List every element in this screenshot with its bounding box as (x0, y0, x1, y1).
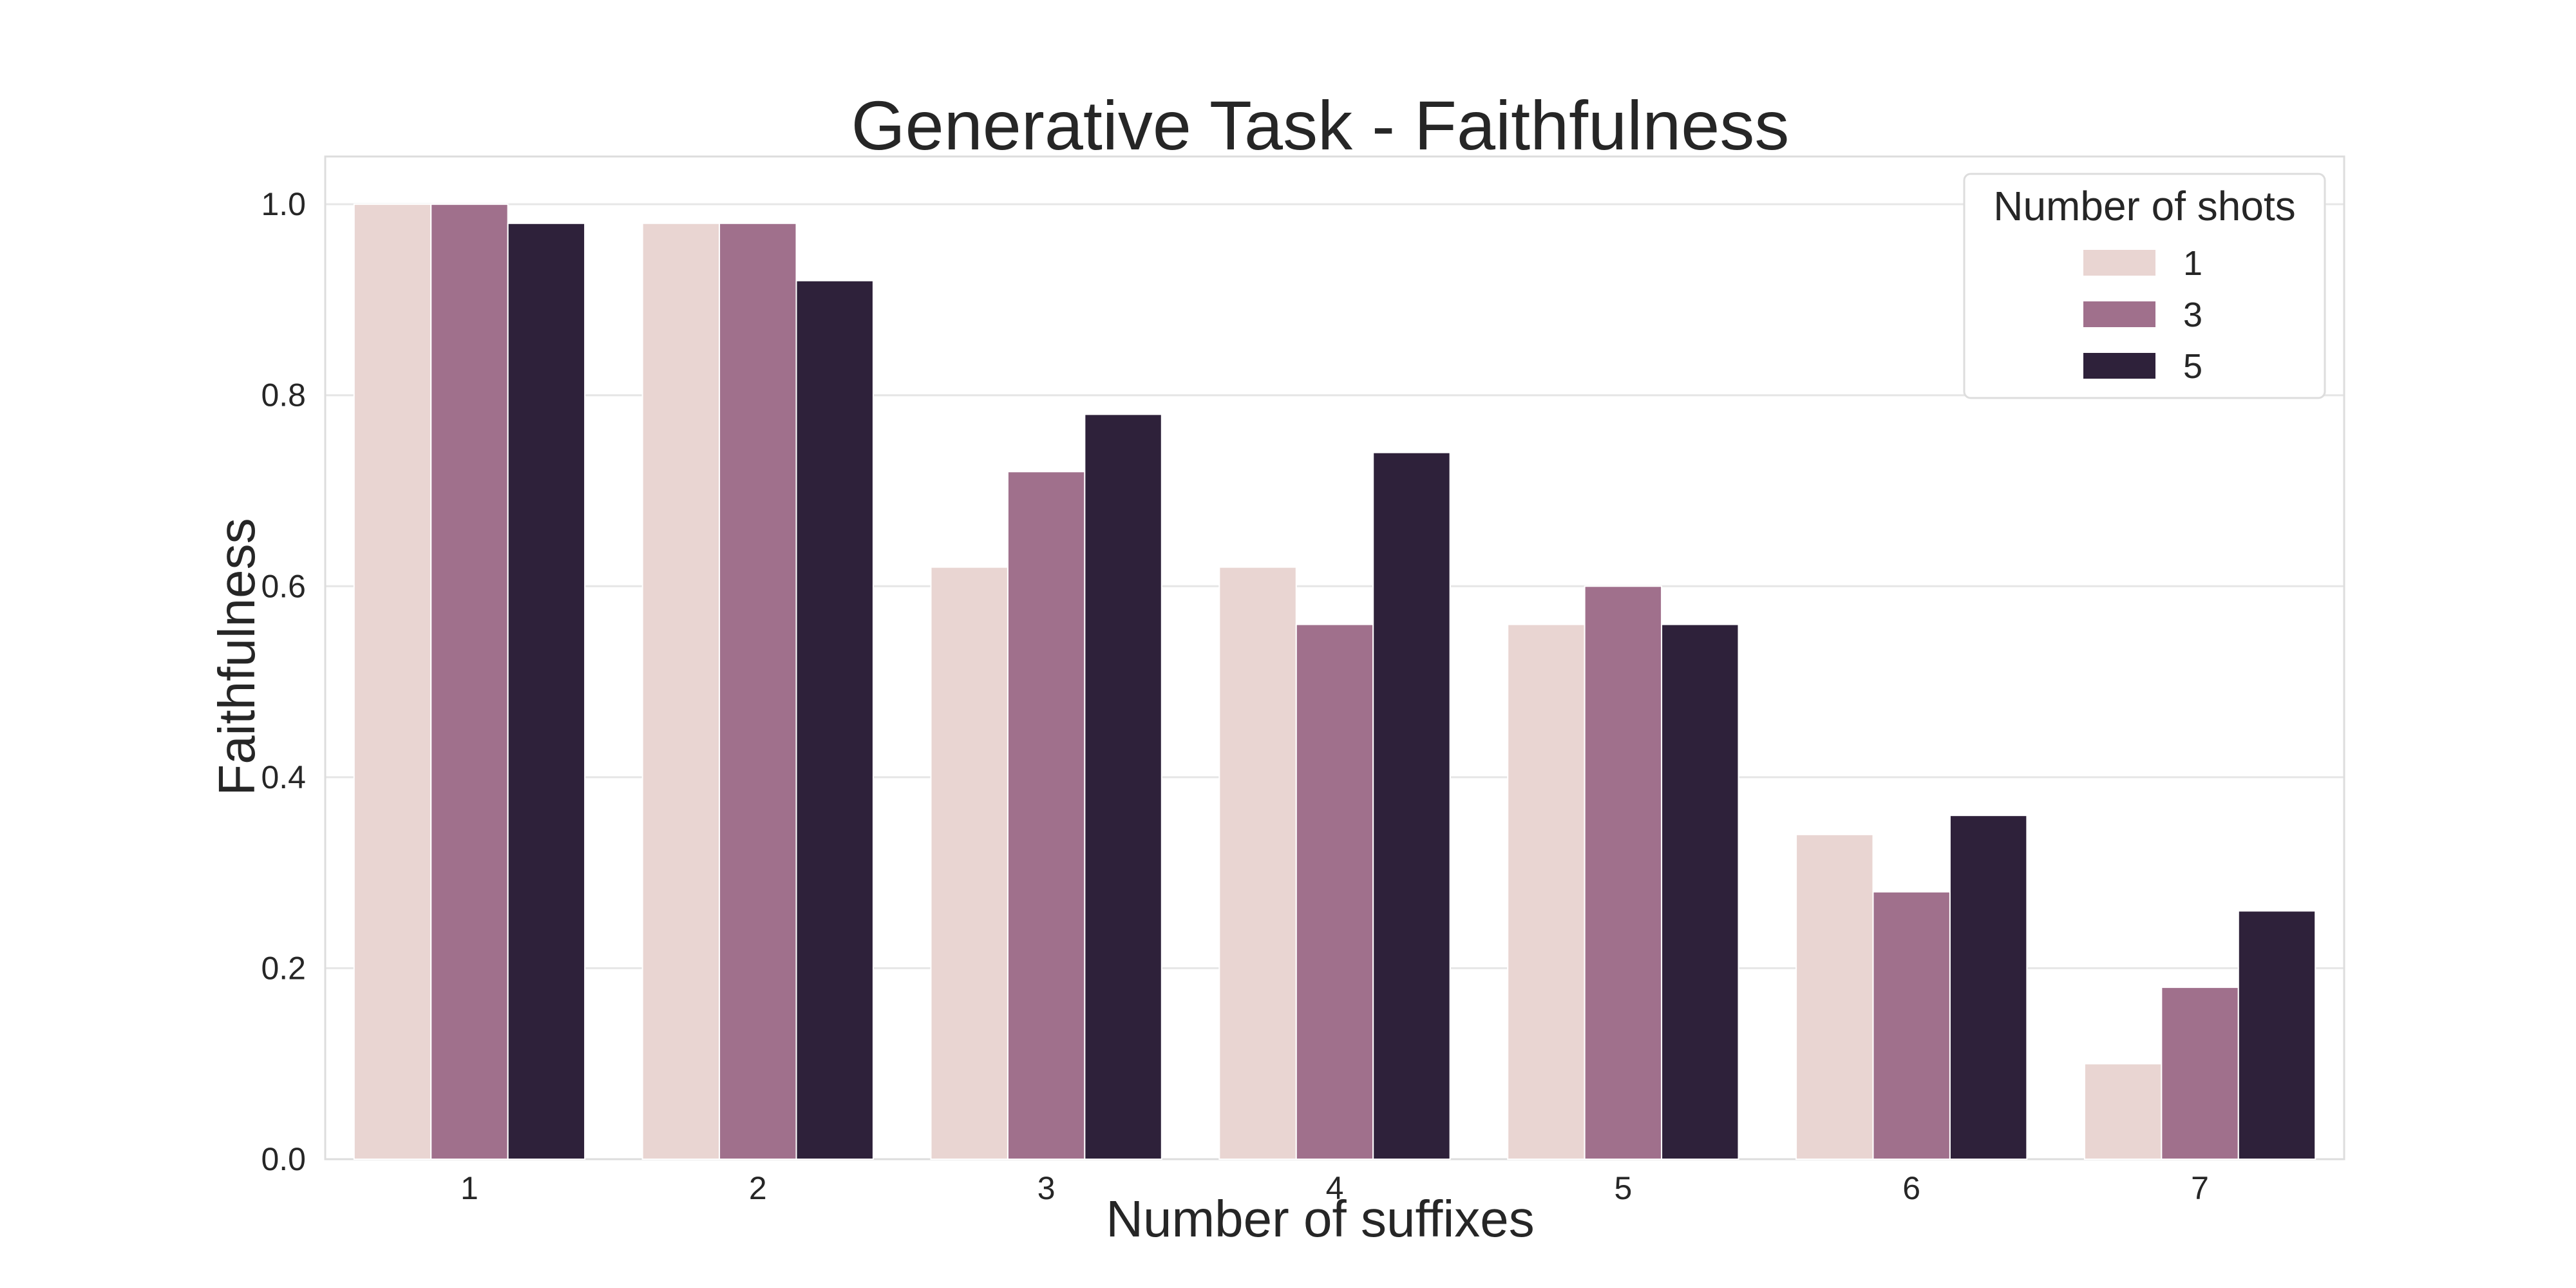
bar-suffixes-2-shots-1 (641, 222, 721, 1160)
bar-suffixes-6-shots-5 (1949, 815, 2028, 1160)
legend-label: 1 (2183, 244, 2202, 283)
y-tick-label: 1.0 (261, 186, 306, 222)
bar-suffixes-7-shots-1 (2083, 1063, 2163, 1160)
x-tick-label: 7 (2191, 1170, 2209, 1206)
x-tick-label: 4 (1326, 1170, 1344, 1206)
x-tick-labels: 1 2 3 4 5 6 7 (460, 1170, 2209, 1206)
x-axis-label: Number of suffixes (1106, 1190, 1534, 1247)
legend-box (1963, 173, 2326, 399)
bar-suffixes-5-shots-1 (1507, 623, 1586, 1160)
bar-suffixes-5-shots-5 (1661, 623, 1739, 1160)
y-tick-label: 0.0 (261, 1141, 306, 1177)
y-axis-label: Faithfulness (208, 518, 265, 795)
legend: Number of shots 1 3 5 (1963, 173, 2326, 399)
bar-suffixes-4-shots-5 (1372, 451, 1451, 1160)
legend-swatch (2083, 301, 2155, 327)
x-tick-label: 1 (460, 1170, 478, 1206)
x-tick-label: 2 (749, 1170, 767, 1206)
x-tick-label: 3 (1037, 1170, 1056, 1206)
chart-title: Generative Task - Faithfulness (851, 86, 1790, 164)
bar-suffixes-7-shots-5 (2237, 910, 2316, 1160)
x-tick-label: 5 (1614, 1170, 1632, 1206)
y-tick-label: 0.8 (261, 377, 306, 413)
bar-suffixes-2-shots-3 (719, 222, 797, 1160)
legend-label: 5 (2183, 347, 2202, 386)
bar-suffixes-3-shots-1 (930, 566, 1009, 1160)
y-tick-label: 0.6 (261, 568, 306, 604)
bar-suffixes-1-shots-5 (507, 222, 586, 1160)
legend-swatch (2083, 353, 2155, 379)
bar-suffixes-1-shots-3 (430, 204, 509, 1160)
bar-suffixes-3-shots-3 (1007, 471, 1086, 1160)
y-tick-labels: 0.0 0.2 0.4 0.6 0.8 1.0 (261, 186, 306, 1177)
legend-title: Number of shots (1993, 183, 2296, 229)
bar-suffixes-3-shots-5 (1084, 413, 1162, 1160)
y-tick-label: 0.2 (261, 950, 306, 986)
bar-suffixes-1-shots-1 (353, 204, 432, 1160)
legend-swatch (2083, 250, 2155, 276)
bar-suffixes-2-shots-5 (795, 279, 874, 1160)
bar-suffixes-4-shots-3 (1295, 623, 1374, 1160)
bar-suffixes-6-shots-3 (1872, 891, 1951, 1160)
bars (353, 204, 2316, 1160)
legend-items: 1 3 5 (2083, 244, 2202, 386)
bar-suffixes-6-shots-1 (1795, 833, 1874, 1160)
y-tick-label: 0.4 (261, 759, 306, 795)
bar-suffixes-5-shots-3 (1584, 585, 1663, 1160)
x-tick-label: 6 (1902, 1170, 1920, 1206)
bar-suffixes-4-shots-1 (1218, 566, 1297, 1160)
bar-suffixes-7-shots-3 (2161, 987, 2239, 1160)
legend-label: 3 (2183, 296, 2202, 334)
